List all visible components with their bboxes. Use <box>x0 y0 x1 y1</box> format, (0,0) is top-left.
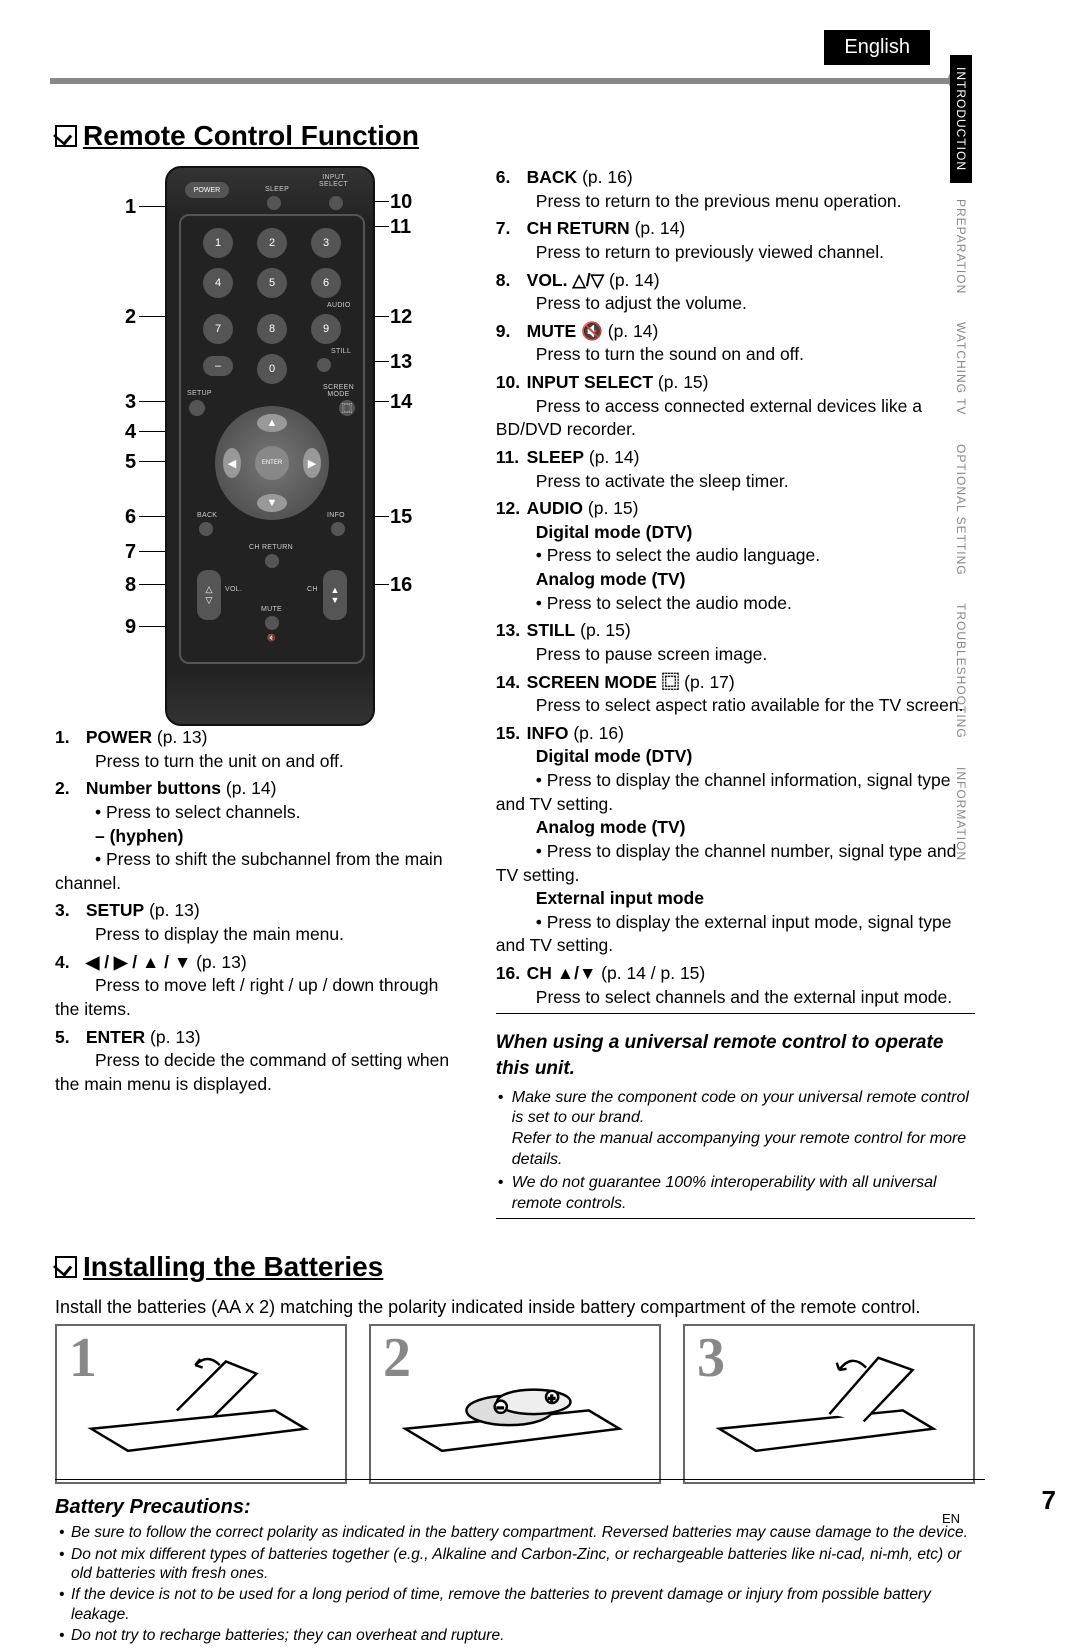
left-description-list: 1. POWER (p. 13)Press to turn the unit o… <box>55 726 466 1096</box>
remote-diagram: 1 2 3 4 5 6 7 8 9 10 <box>55 166 466 726</box>
list-item: 14. SCREEN MODE ⿴ (p. 17)Press to select… <box>496 671 975 718</box>
battery-section-title: Installing the Batteries <box>55 1251 975 1283</box>
battery-step3-illustration <box>707 1338 952 1471</box>
callout-11: 11 <box>390 216 411 239</box>
battery-step1-illustration <box>79 1338 324 1471</box>
precaution-item: If the device is not to be used for a lo… <box>55 1585 975 1624</box>
battery-step-1: 1 <box>55 1324 347 1484</box>
checkbox-icon <box>55 1256 77 1278</box>
list-item: 15. INFO (p. 16)Digital mode (DTV)• Pres… <box>496 722 975 958</box>
callout-item: We do not guarantee 100% interoperabilit… <box>496 1173 975 1215</box>
remote-body: POWER SLEEP INPUTSELECT 1 2 3 4 5 6 AUDI… <box>165 166 375 726</box>
precautions-title: Battery Precautions: <box>55 1496 975 1519</box>
page-number: 7 <box>1042 1485 1056 1516</box>
callout-10: 10 <box>390 191 412 214</box>
checkbox-icon <box>55 125 77 147</box>
callout-2: 2 <box>125 306 136 329</box>
right-description-column: 6. BACK (p. 16)Press to return to the pr… <box>496 166 975 1223</box>
list-item: 4. ◀ / ▶ / ▲ / ▼ (p. 13)Press to move le… <box>55 951 466 1022</box>
remote-section: 1 2 3 4 5 6 7 8 9 10 <box>55 166 975 1223</box>
callout-8: 8 <box>125 574 136 597</box>
callout-13: 13 <box>390 351 412 374</box>
page-lang: EN <box>942 1511 960 1526</box>
callout-14: 14 <box>390 391 412 414</box>
battery-step-2: 2 − + <box>369 1324 661 1484</box>
list-item: 8. VOL. △/▽ (p. 14)Press to adjust the v… <box>496 269 975 316</box>
list-item: 5. ENTER (p. 13)Press to decide the comm… <box>55 1026 466 1097</box>
universal-remote-callout: When using a universal remote control to… <box>496 1024 975 1214</box>
callout-4: 4 <box>125 421 136 444</box>
callout-12: 12 <box>390 306 412 329</box>
right-description-list: 6. BACK (p. 16)Press to return to the pr… <box>496 166 975 1009</box>
callout-item: Make sure the component code on your uni… <box>496 1088 975 1171</box>
callout-5: 5 <box>125 451 136 474</box>
callout-16: 16 <box>390 574 412 597</box>
list-item: 13. STILL (p. 15)Press to pause screen i… <box>496 619 975 666</box>
list-item: 16. CH ▲/▼ (p. 14 / p. 15)Press to selec… <box>496 962 975 1009</box>
battery-step2-illustration: − + <box>393 1338 638 1471</box>
precautions-list: Be sure to follow the correct polarity a… <box>55 1523 975 1645</box>
page-content: Remote Control Function 1 2 3 4 5 6 7 8 <box>55 100 975 1648</box>
battery-steps: 1 2 <box>55 1324 975 1484</box>
callout-7: 7 <box>125 541 136 564</box>
svg-text:−: − <box>497 1403 503 1415</box>
list-item: 2. Number buttons (p. 14)• Press to sele… <box>55 777 466 895</box>
callout-9: 9 <box>125 616 136 639</box>
list-item: 6. BACK (p. 16)Press to return to the pr… <box>496 166 975 213</box>
top-rule <box>50 78 950 84</box>
bottom-rule <box>55 1479 985 1480</box>
list-item: 7. CH RETURN (p. 14)Press to return to p… <box>496 217 975 264</box>
battery-intro: Install the batteries (AA x 2) matching … <box>55 1297 975 1318</box>
precaution-item: Do not mix different types of batteries … <box>55 1545 975 1584</box>
list-item: 9. MUTE 🔇 (p. 14)Press to turn the sound… <box>496 320 975 367</box>
precaution-item: Be sure to follow the correct polarity a… <box>55 1523 975 1542</box>
callout-15: 15 <box>390 506 412 529</box>
callout-title: When using a universal remote control to… <box>496 1030 975 1081</box>
list-item: 11. SLEEP (p. 14)Press to activate the s… <box>496 446 975 493</box>
list-item: 3. SETUP (p. 13)Press to display the mai… <box>55 899 466 946</box>
list-item: 10. INPUT SELECT (p. 15)Press to access … <box>496 371 975 442</box>
precaution-item: Do not try to recharge batteries; they c… <box>55 1626 975 1645</box>
callout-6: 6 <box>125 506 136 529</box>
list-item: 1. POWER (p. 13)Press to turn the unit o… <box>55 726 466 773</box>
battery-section: Installing the Batteries Install the bat… <box>55 1251 975 1645</box>
remote-section-title: Remote Control Function <box>55 120 975 152</box>
list-item: 12. AUDIO (p. 15)Digital mode (DTV)• Pre… <box>496 497 975 615</box>
svg-text:+: + <box>548 1393 554 1405</box>
battery-step-3: 3 <box>683 1324 975 1484</box>
remote-left-column: 1 2 3 4 5 6 7 8 9 10 <box>55 166 466 1223</box>
callout-3: 3 <box>125 391 136 414</box>
callout-1: 1 <box>125 196 136 219</box>
language-tab: English <box>824 30 930 65</box>
